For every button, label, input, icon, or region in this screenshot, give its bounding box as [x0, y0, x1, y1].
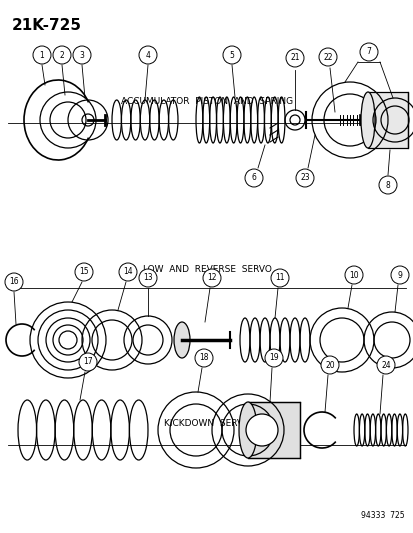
- Text: 94333  725: 94333 725: [361, 511, 404, 520]
- Text: 2: 2: [59, 51, 64, 60]
- Circle shape: [359, 43, 377, 61]
- Text: 24: 24: [380, 360, 390, 369]
- Text: 21: 21: [290, 53, 299, 62]
- Text: 10: 10: [348, 271, 358, 279]
- Text: 20: 20: [324, 360, 334, 369]
- Ellipse shape: [238, 402, 256, 458]
- Text: ACCUMULATOR  PISTON  AND  SPRING: ACCUMULATOR PISTON AND SPRING: [121, 97, 292, 106]
- Circle shape: [202, 269, 221, 287]
- Text: 5: 5: [229, 51, 234, 60]
- Circle shape: [376, 356, 394, 374]
- Circle shape: [378, 176, 396, 194]
- Circle shape: [73, 46, 91, 64]
- Circle shape: [195, 349, 212, 367]
- Circle shape: [295, 169, 313, 187]
- Text: 18: 18: [199, 353, 208, 362]
- Text: 7: 7: [366, 47, 370, 56]
- Text: 17: 17: [83, 358, 93, 367]
- Circle shape: [264, 349, 282, 367]
- Circle shape: [285, 49, 303, 67]
- Ellipse shape: [360, 92, 374, 148]
- Ellipse shape: [173, 322, 190, 358]
- Text: 19: 19: [268, 353, 278, 362]
- Circle shape: [245, 414, 277, 446]
- Circle shape: [139, 46, 157, 64]
- Circle shape: [271, 269, 288, 287]
- Circle shape: [390, 266, 408, 284]
- Circle shape: [5, 273, 23, 291]
- Text: 22: 22: [323, 52, 332, 61]
- Bar: [247, 402, 299, 458]
- Text: 13: 13: [143, 273, 152, 282]
- Text: 23: 23: [299, 174, 309, 182]
- Text: 14: 14: [123, 268, 133, 277]
- Circle shape: [139, 269, 157, 287]
- Text: 12: 12: [207, 273, 216, 282]
- Text: 3: 3: [79, 51, 84, 60]
- Text: 1: 1: [40, 51, 44, 60]
- Circle shape: [53, 46, 71, 64]
- Text: 8: 8: [385, 181, 389, 190]
- Text: KICKDOWN  SERVO: KICKDOWN SERVO: [164, 419, 249, 428]
- Bar: [367, 92, 407, 148]
- Text: 21K-725: 21K-725: [12, 18, 82, 33]
- Text: 6: 6: [251, 174, 256, 182]
- Text: LOW  AND  REVERSE  SERVO: LOW AND REVERSE SERVO: [142, 265, 271, 273]
- Text: 15: 15: [79, 268, 89, 277]
- Circle shape: [79, 353, 97, 371]
- Circle shape: [344, 266, 362, 284]
- Circle shape: [318, 48, 336, 66]
- Text: 11: 11: [275, 273, 284, 282]
- Circle shape: [33, 46, 51, 64]
- Text: 9: 9: [396, 271, 401, 279]
- Circle shape: [223, 46, 240, 64]
- Text: 16: 16: [9, 278, 19, 287]
- Circle shape: [119, 263, 137, 281]
- Text: 4: 4: [145, 51, 150, 60]
- Circle shape: [244, 169, 262, 187]
- Circle shape: [320, 356, 338, 374]
- Circle shape: [75, 263, 93, 281]
